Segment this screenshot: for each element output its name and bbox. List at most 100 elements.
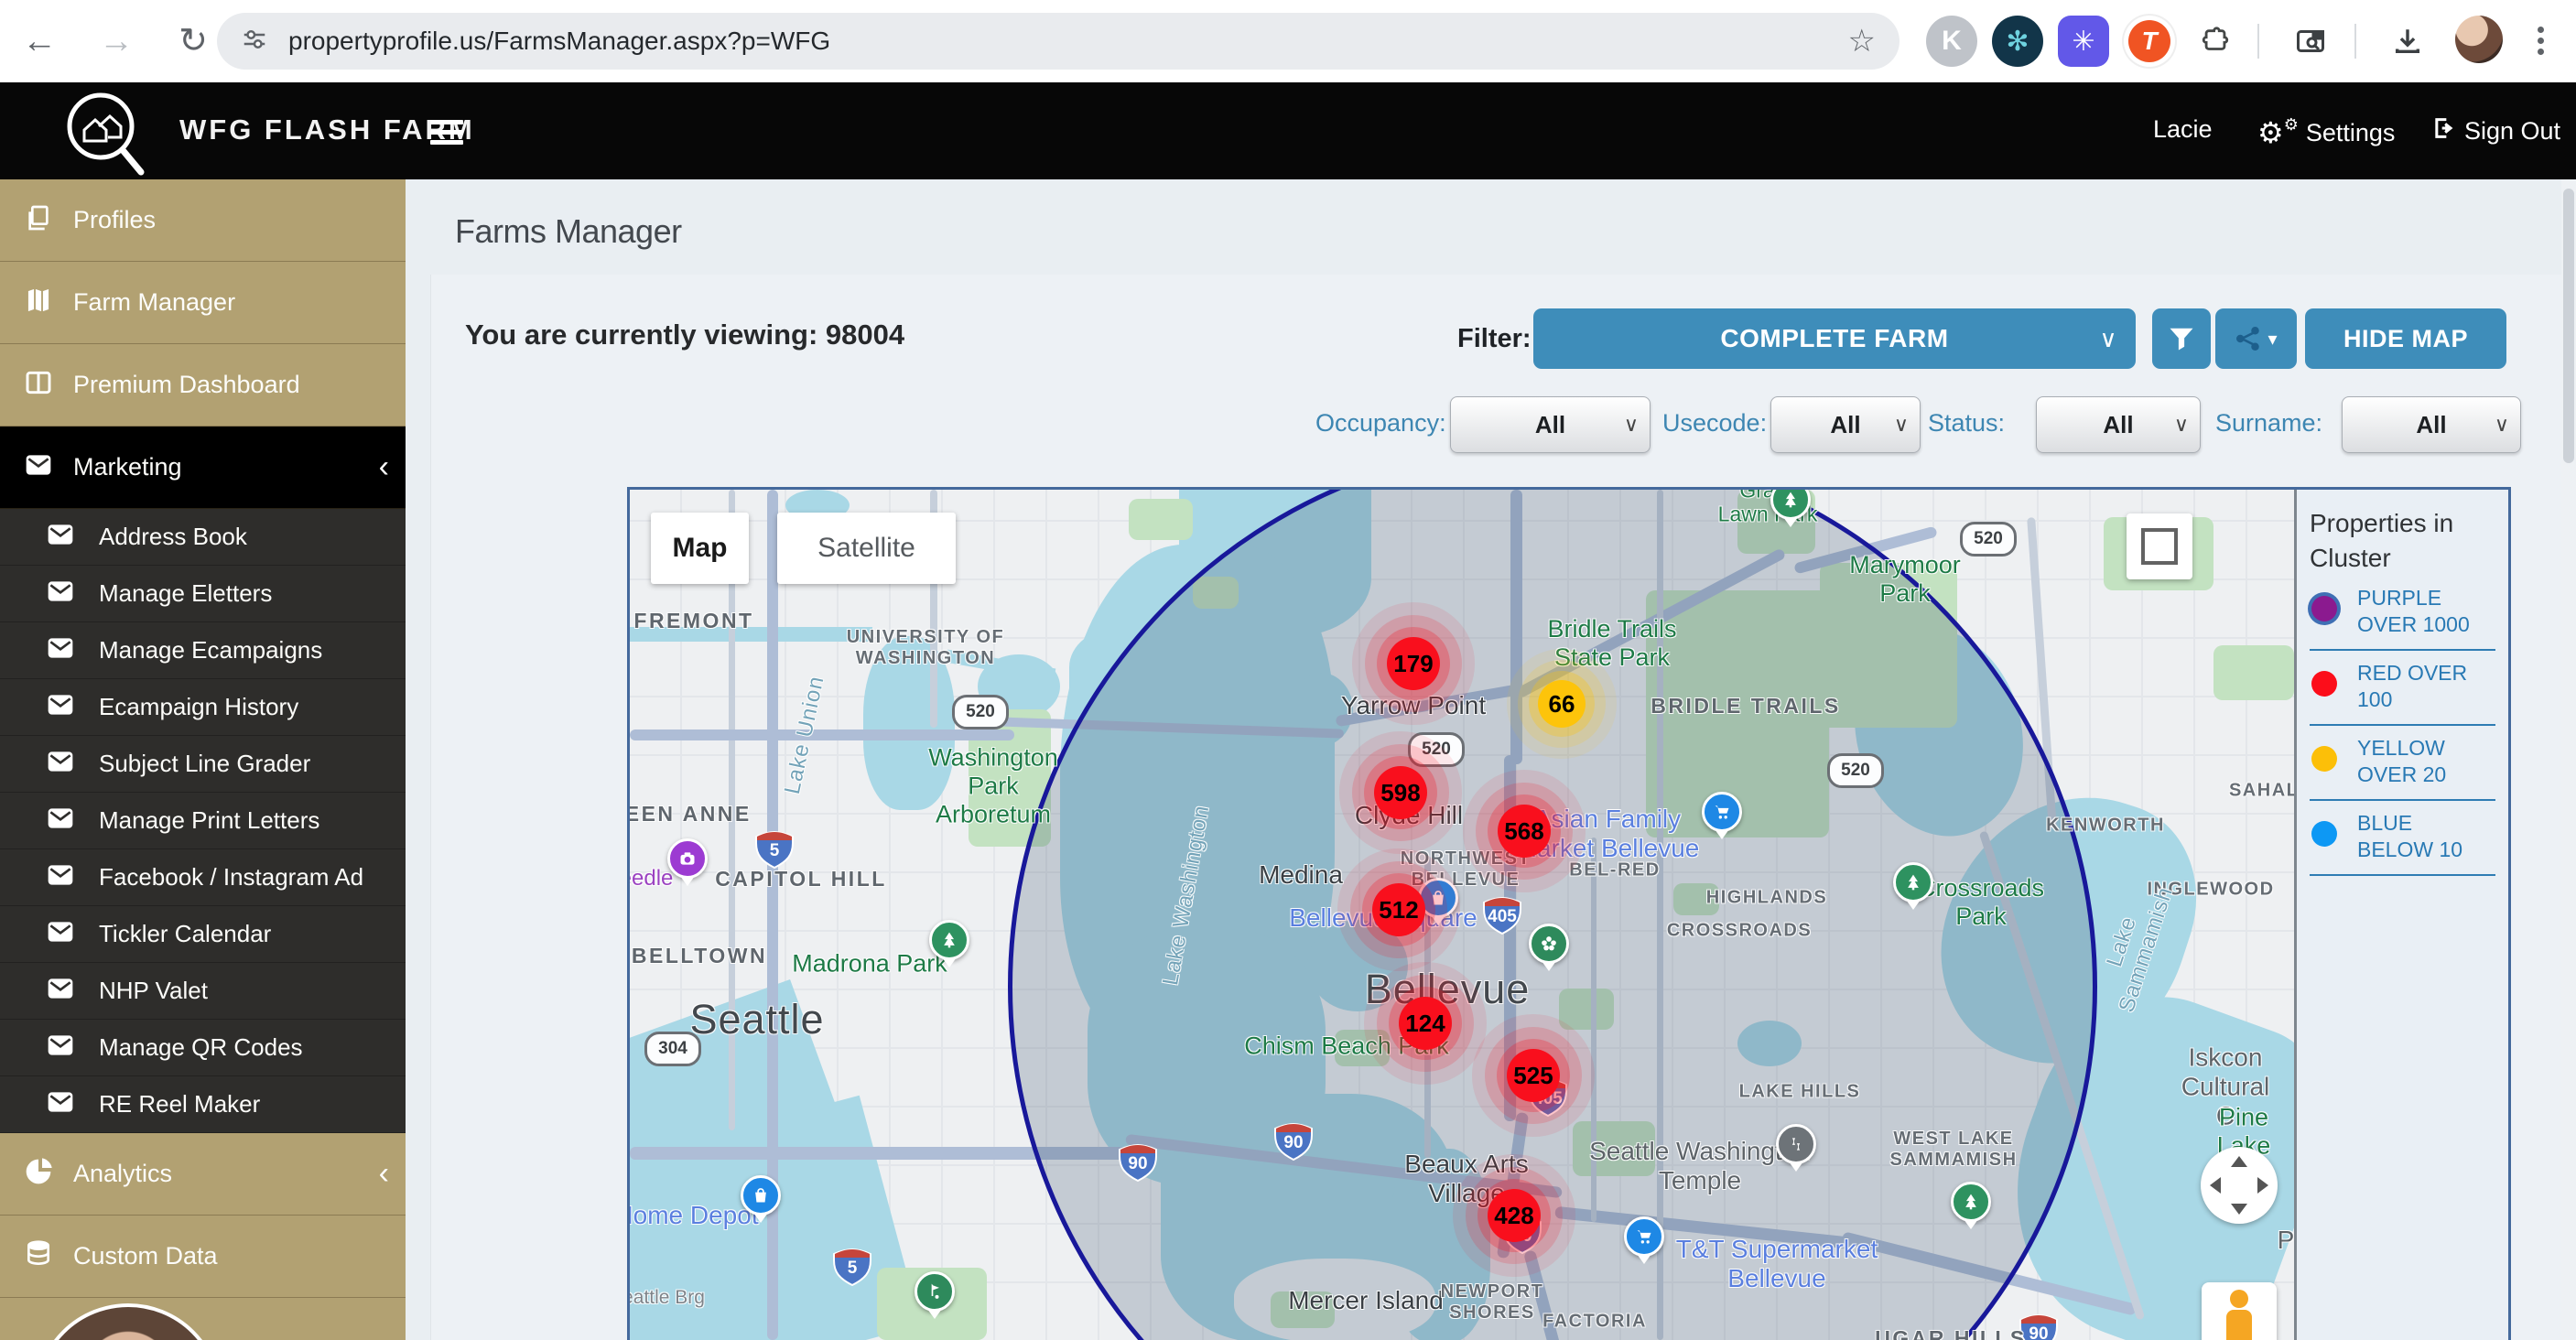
extension-burst-icon[interactable]: ✳ [2058, 16, 2109, 67]
surname-select[interactable]: All ∨ [2342, 396, 2521, 453]
usecode-select[interactable]: All ∨ [1770, 396, 1921, 453]
sidebar-item-marketing[interactable]: Marketing ‹ [0, 427, 406, 509]
map-type-satellite-button[interactable]: Satellite [777, 513, 956, 584]
cluster-marker-568[interactable]: 568 [1498, 805, 1551, 858]
status-select[interactable]: All ∨ [2036, 396, 2201, 453]
cluster-marker-525[interactable]: 525 [1507, 1049, 1560, 1102]
browser-menu-icon[interactable] [2536, 22, 2545, 59]
legend-dot [2311, 745, 2337, 772]
sidebar-item-nhp-valet[interactable]: NHP Valet [0, 963, 406, 1020]
download-icon[interactable] [2382, 16, 2433, 67]
sidebar-item-manage-print-letters[interactable]: Manage Print Letters [0, 793, 406, 849]
extension-t-icon[interactable]: T [2124, 16, 2175, 67]
hide-map-button[interactable]: HIDE MAP [2305, 308, 2506, 369]
street-view-pegman[interactable] [2202, 1282, 2277, 1340]
browser-reload-icon[interactable]: ↻ [179, 22, 208, 60]
cluster-marker-66[interactable]: 66 [1538, 680, 1586, 728]
toolbar-divider [2257, 24, 2259, 59]
cart-icon [1702, 792, 1742, 832]
map-type-map-button[interactable]: Map [651, 513, 749, 584]
browser-profile-avatar[interactable] [2455, 16, 2503, 63]
map-label-madrona-park: Madrona Park [792, 949, 947, 978]
sidebar-item-manage-eletters[interactable]: Manage Eletters [0, 566, 406, 622]
pan-control[interactable] [2201, 1147, 2278, 1224]
page-title: Farms Manager [455, 212, 682, 250]
cart-pin[interactable] [1624, 1216, 1664, 1257]
cluster-marker-428[interactable]: 428 [1488, 1189, 1541, 1242]
cluster-marker-179[interactable]: 179 [1387, 637, 1440, 690]
settings-link[interactable]: ⚙⚙ Settings [2257, 115, 2396, 149]
sidebar-item-custom-data[interactable]: Custom Data [0, 1216, 406, 1298]
tree-pin[interactable] [929, 920, 969, 960]
site-settings-icon[interactable] [241, 26, 268, 58]
sidebar-item-farm-manager[interactable]: Farm Manager [0, 262, 406, 344]
tree-icon [929, 920, 969, 960]
sidebar-item-profiles[interactable]: Profiles [0, 179, 406, 262]
sidebar-item-tickler-calendar[interactable]: Tickler Calendar [0, 906, 406, 963]
map-canvas[interactable]: FREMONT UNIVERSITY OF WASHINGTON Washingto… [630, 490, 2297, 1340]
cluster-marker-512[interactable]: 512 [1372, 883, 1425, 936]
address-bar[interactable]: propertyprofile.us/FarmsManager.aspx?p=W… [217, 13, 1900, 70]
share-button[interactable]: ▾ [2215, 308, 2297, 369]
cluster-marker-124[interactable]: 124 [1399, 997, 1452, 1050]
sidebar-item-label: Premium Dashboard [73, 371, 300, 398]
legend-item-label: YELLOW OVER 20 [2357, 735, 2447, 787]
tree-icon [1893, 862, 1933, 902]
map-icon [20, 286, 57, 319]
flower-pin[interactable] [1529, 924, 1569, 964]
funnel-icon [2170, 328, 2193, 351]
extension-k-icon[interactable]: K [1926, 16, 1977, 67]
envelope-icon [42, 520, 79, 554]
road [930, 490, 937, 728]
user-name-link[interactable]: Lacie [2153, 115, 2213, 143]
extensions-puzzle-icon[interactable] [2190, 16, 2241, 67]
route-shield-520: 520 [1827, 753, 1884, 788]
sidebar-item-label: Profiles [73, 206, 157, 233]
sidebar-item-analytics[interactable]: Analytics ‹ [0, 1133, 406, 1216]
sidebar-item-manage-ecampaigns[interactable]: Manage Ecampaigns [0, 622, 406, 679]
farm-filter-select[interactable]: COMPLETE FARM ∨ [1533, 308, 2136, 369]
bag-pin[interactable] [741, 1175, 781, 1216]
fullscreen-button[interactable] [2127, 513, 2192, 579]
sign-out-icon [2431, 115, 2457, 147]
browser-forward-icon[interactable]: → [99, 22, 134, 60]
tab-search-icon[interactable] [2285, 16, 2336, 67]
envelope-icon [42, 633, 79, 667]
filter-funnel-button[interactable] [2152, 308, 2211, 369]
share-icon [2236, 327, 2260, 351]
tree-pin[interactable] [1951, 1182, 1991, 1222]
dashboard-icon [20, 368, 57, 402]
golf-pin[interactable] [915, 1271, 955, 1312]
occupancy-select[interactable]: All ∨ [1450, 396, 1651, 453]
tree-pin[interactable] [1893, 862, 1933, 902]
sidebar-item-address-book[interactable]: Address Book [0, 509, 406, 566]
hamburger-menu-icon[interactable] [430, 114, 463, 150]
sidebar-item-re-reel-maker[interactable]: RE Reel Maker [0, 1076, 406, 1133]
occupancy-label: Occupancy: [1315, 409, 1446, 437]
sidebar-item-facebook-instagram-ad[interactable]: Facebook / Instagram Ad [0, 849, 406, 906]
sidebar-user-avatar[interactable] [35, 1303, 222, 1340]
sidebar-item-premium-dashboard[interactable]: Premium Dashboard [0, 344, 406, 427]
browser-back-icon[interactable]: ← [22, 22, 57, 60]
sidebar-item-manage-qr-codes[interactable]: Manage QR Codes [0, 1020, 406, 1076]
page-scrollbar[interactable] [2561, 179, 2576, 1340]
tree-icon [1770, 490, 1811, 520]
sidebar-item-label: Ecampaign History [99, 693, 299, 720]
tree-pin[interactable] [1770, 490, 1811, 520]
temple-pin[interactable] [1776, 1124, 1816, 1164]
camera-pin[interactable] [667, 838, 708, 879]
sidebar-item-ecampaign-history[interactable]: Ecampaign History [0, 679, 406, 736]
route-shield-520: 520 [1408, 732, 1465, 767]
tree-icon [1951, 1182, 1991, 1222]
water-shape [630, 1273, 840, 1340]
cart-pin[interactable] [1702, 792, 1742, 832]
sidebar-item-subject-line-grader[interactable]: Subject Line Grader [0, 736, 406, 793]
sign-out-link[interactable]: Sign Out [2431, 115, 2560, 147]
envelope-icon [42, 1087, 79, 1121]
legend-item-blue-below-10: BLUE BELOW 10 [2310, 810, 2495, 876]
bookmark-star-icon[interactable]: ☆ [1847, 24, 1876, 59]
sidebar-item-label: NHP Valet [99, 977, 208, 1004]
extension-snowflake-icon[interactable]: ✻ [1992, 16, 2043, 67]
sidebar-item-label: RE Reel Maker [99, 1090, 261, 1118]
cluster-marker-598[interactable]: 598 [1374, 766, 1427, 819]
